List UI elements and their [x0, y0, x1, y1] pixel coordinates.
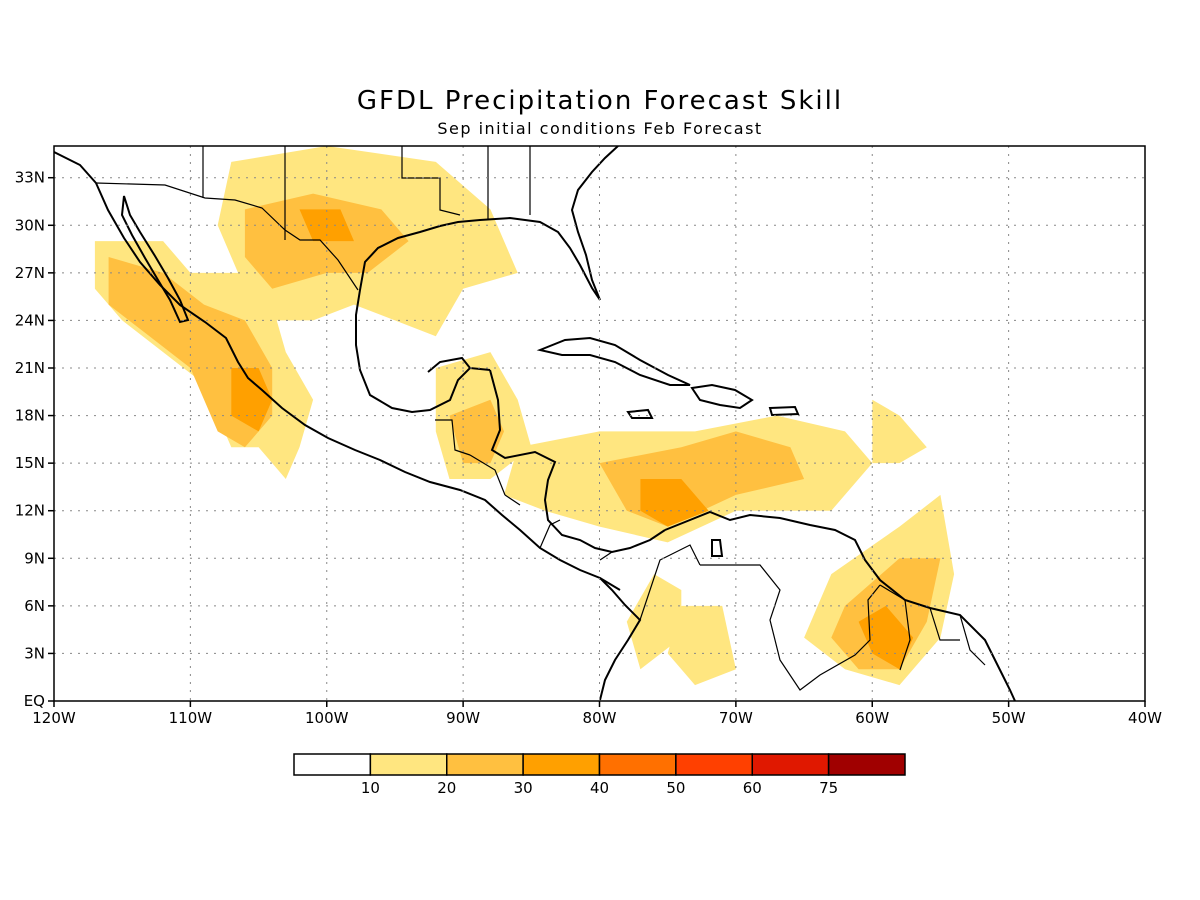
- puerto-rico: [768, 405, 800, 417]
- skill-region-16: [872, 399, 927, 464]
- us-mexico-border: [95, 182, 359, 291]
- skill-region-15: [858, 605, 914, 670]
- colorbar-label: 20: [437, 779, 456, 797]
- political-borders: [95, 146, 986, 691]
- skill-region-4: [244, 193, 409, 289]
- longitude-axis: 120W 110W 100W 90W 80W 70W 60W 50W 40W: [32, 701, 1162, 727]
- skill-region-2: [231, 368, 273, 432]
- colorbar-swatch: [827, 753, 906, 776]
- colorbar-swatch: [751, 753, 830, 776]
- mexico-pacific-coast: [54, 151, 621, 591]
- central-america-caribbean-coast: [489, 369, 666, 554]
- latitude-axis: EQ 3N 6N 9N 12N 15N 18N 21N 24N 27N 30N 33N: [15, 169, 54, 710]
- map-subtitle: Sep initial conditions Feb Forecast: [437, 119, 763, 138]
- lon-tick-label: 80W: [583, 709, 617, 727]
- colorbar-swatch: [522, 753, 601, 776]
- colorbar-swatch: [293, 753, 372, 776]
- colorbar-swatch: [598, 753, 677, 776]
- skill-shading: [94, 146, 955, 686]
- colorbar-label: 10: [361, 779, 380, 797]
- jamaica: [626, 408, 654, 419]
- lon-tick-label: 50W: [992, 709, 1026, 727]
- lon-tick-label: 120W: [32, 709, 76, 727]
- colorbar-label: 40: [590, 779, 609, 797]
- lat-tick-label: 27N: [15, 264, 45, 282]
- lon-tick-label: 60W: [855, 709, 889, 727]
- us-state-borders: [202, 146, 531, 240]
- south-america-north-coast: [599, 510, 1016, 701]
- baja-california: [120, 195, 190, 324]
- lat-tick-label: 24N: [15, 311, 45, 329]
- lon-tick-label: 70W: [719, 709, 753, 727]
- colorbar-swatch: [675, 753, 753, 776]
- colorbar-label: 50: [666, 779, 685, 797]
- skill-region-10: [640, 479, 709, 527]
- lat-tick-label: 21N: [15, 359, 45, 377]
- lon-tick-label: 90W: [446, 709, 480, 727]
- lat-tick-label: 3N: [24, 644, 45, 662]
- lake-maracaibo: [711, 539, 724, 557]
- hispaniola: [690, 383, 754, 410]
- cuba: [536, 336, 691, 386]
- colorbar-label: 75: [819, 779, 838, 797]
- skill-region-11: [626, 574, 682, 670]
- lat-tick-label: 30N: [15, 216, 45, 234]
- lon-tick-label: 110W: [169, 709, 213, 727]
- south-america-borders: [639, 544, 986, 691]
- colorbar-swatch: [369, 753, 448, 776]
- gulf-of-mexico-coast: [355, 146, 619, 414]
- lat-tick-label: 6N: [24, 597, 45, 615]
- lon-tick-label: 40W: [1128, 709, 1162, 727]
- lon-tick-label: 100W: [305, 709, 349, 727]
- colorbar-swatch: [446, 753, 524, 776]
- lat-tick-label: 15N: [15, 454, 45, 472]
- graticule: [54, 146, 1145, 701]
- colorbar: 10 20 30 40 50 60 75: [293, 753, 906, 797]
- lat-tick-label: 9N: [24, 549, 45, 567]
- central-america-borders: [435, 419, 613, 561]
- lat-tick-label: EQ: [24, 692, 45, 710]
- lat-tick-label: 12N: [15, 502, 45, 520]
- lat-tick-label: 18N: [15, 407, 45, 425]
- colorbar-label: 60: [743, 779, 762, 797]
- lat-tick-label: 33N: [15, 169, 45, 187]
- map-title: GFDL Precipitation Forecast Skill: [356, 86, 844, 116]
- coastlines: [54, 146, 1016, 701]
- skill-region-12: [667, 605, 736, 686]
- colorbar-label: 30: [514, 779, 533, 797]
